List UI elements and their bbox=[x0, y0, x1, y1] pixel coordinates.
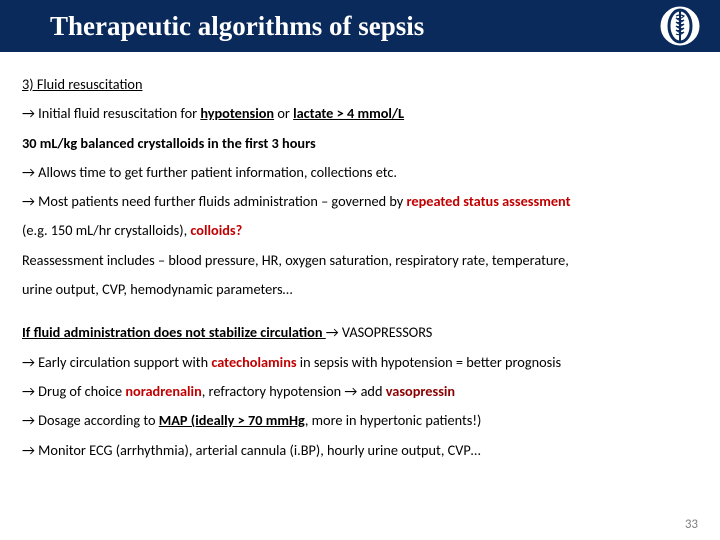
bullet-allows-time: → Allows time to get further patient inf… bbox=[22, 158, 698, 187]
slide-header: Therapeutic algorithms of sepsis bbox=[0, 0, 720, 52]
page-number: 33 bbox=[685, 517, 698, 532]
bullet-further-fluids: → Most patients need further fluids admi… bbox=[22, 187, 698, 216]
bullet-crystalloids: 30 mL/kg balanced crystalloids in the fi… bbox=[22, 129, 698, 158]
institution-logo bbox=[658, 4, 702, 48]
bullet-drug-choice: → Drug of choice noradrenalin, refractor… bbox=[22, 377, 698, 406]
bullet-reassessment-2: urine output, CVP, hemodynamic parameter… bbox=[22, 275, 698, 304]
section-heading: 3) Fluid resuscitation bbox=[22, 70, 698, 99]
slide-title: Therapeutic algorithms of sepsis bbox=[50, 11, 424, 42]
spacer bbox=[22, 304, 698, 318]
slide-body: 3) Fluid resuscitation → Initial fluid r… bbox=[0, 52, 720, 465]
bullet-monitor: → Monitor ECG (arrhythmia), arterial can… bbox=[22, 436, 698, 465]
bullet-dosage: → Dosage according to MAP (ideally > 70 … bbox=[22, 406, 698, 435]
bullet-reassessment-1: Reassessment includes – blood pressure, … bbox=[22, 246, 698, 275]
bullet-catecholamins: → Early circulation support with catecho… bbox=[22, 348, 698, 377]
bullet-vasopressors-heading: If fluid administration does not stabili… bbox=[22, 318, 698, 347]
bullet-initial-resuscitation: → Initial fluid resuscitation for hypote… bbox=[22, 99, 698, 128]
bullet-colloids: (e.g. 150 mL/hr crystalloids), colloids? bbox=[22, 216, 698, 245]
